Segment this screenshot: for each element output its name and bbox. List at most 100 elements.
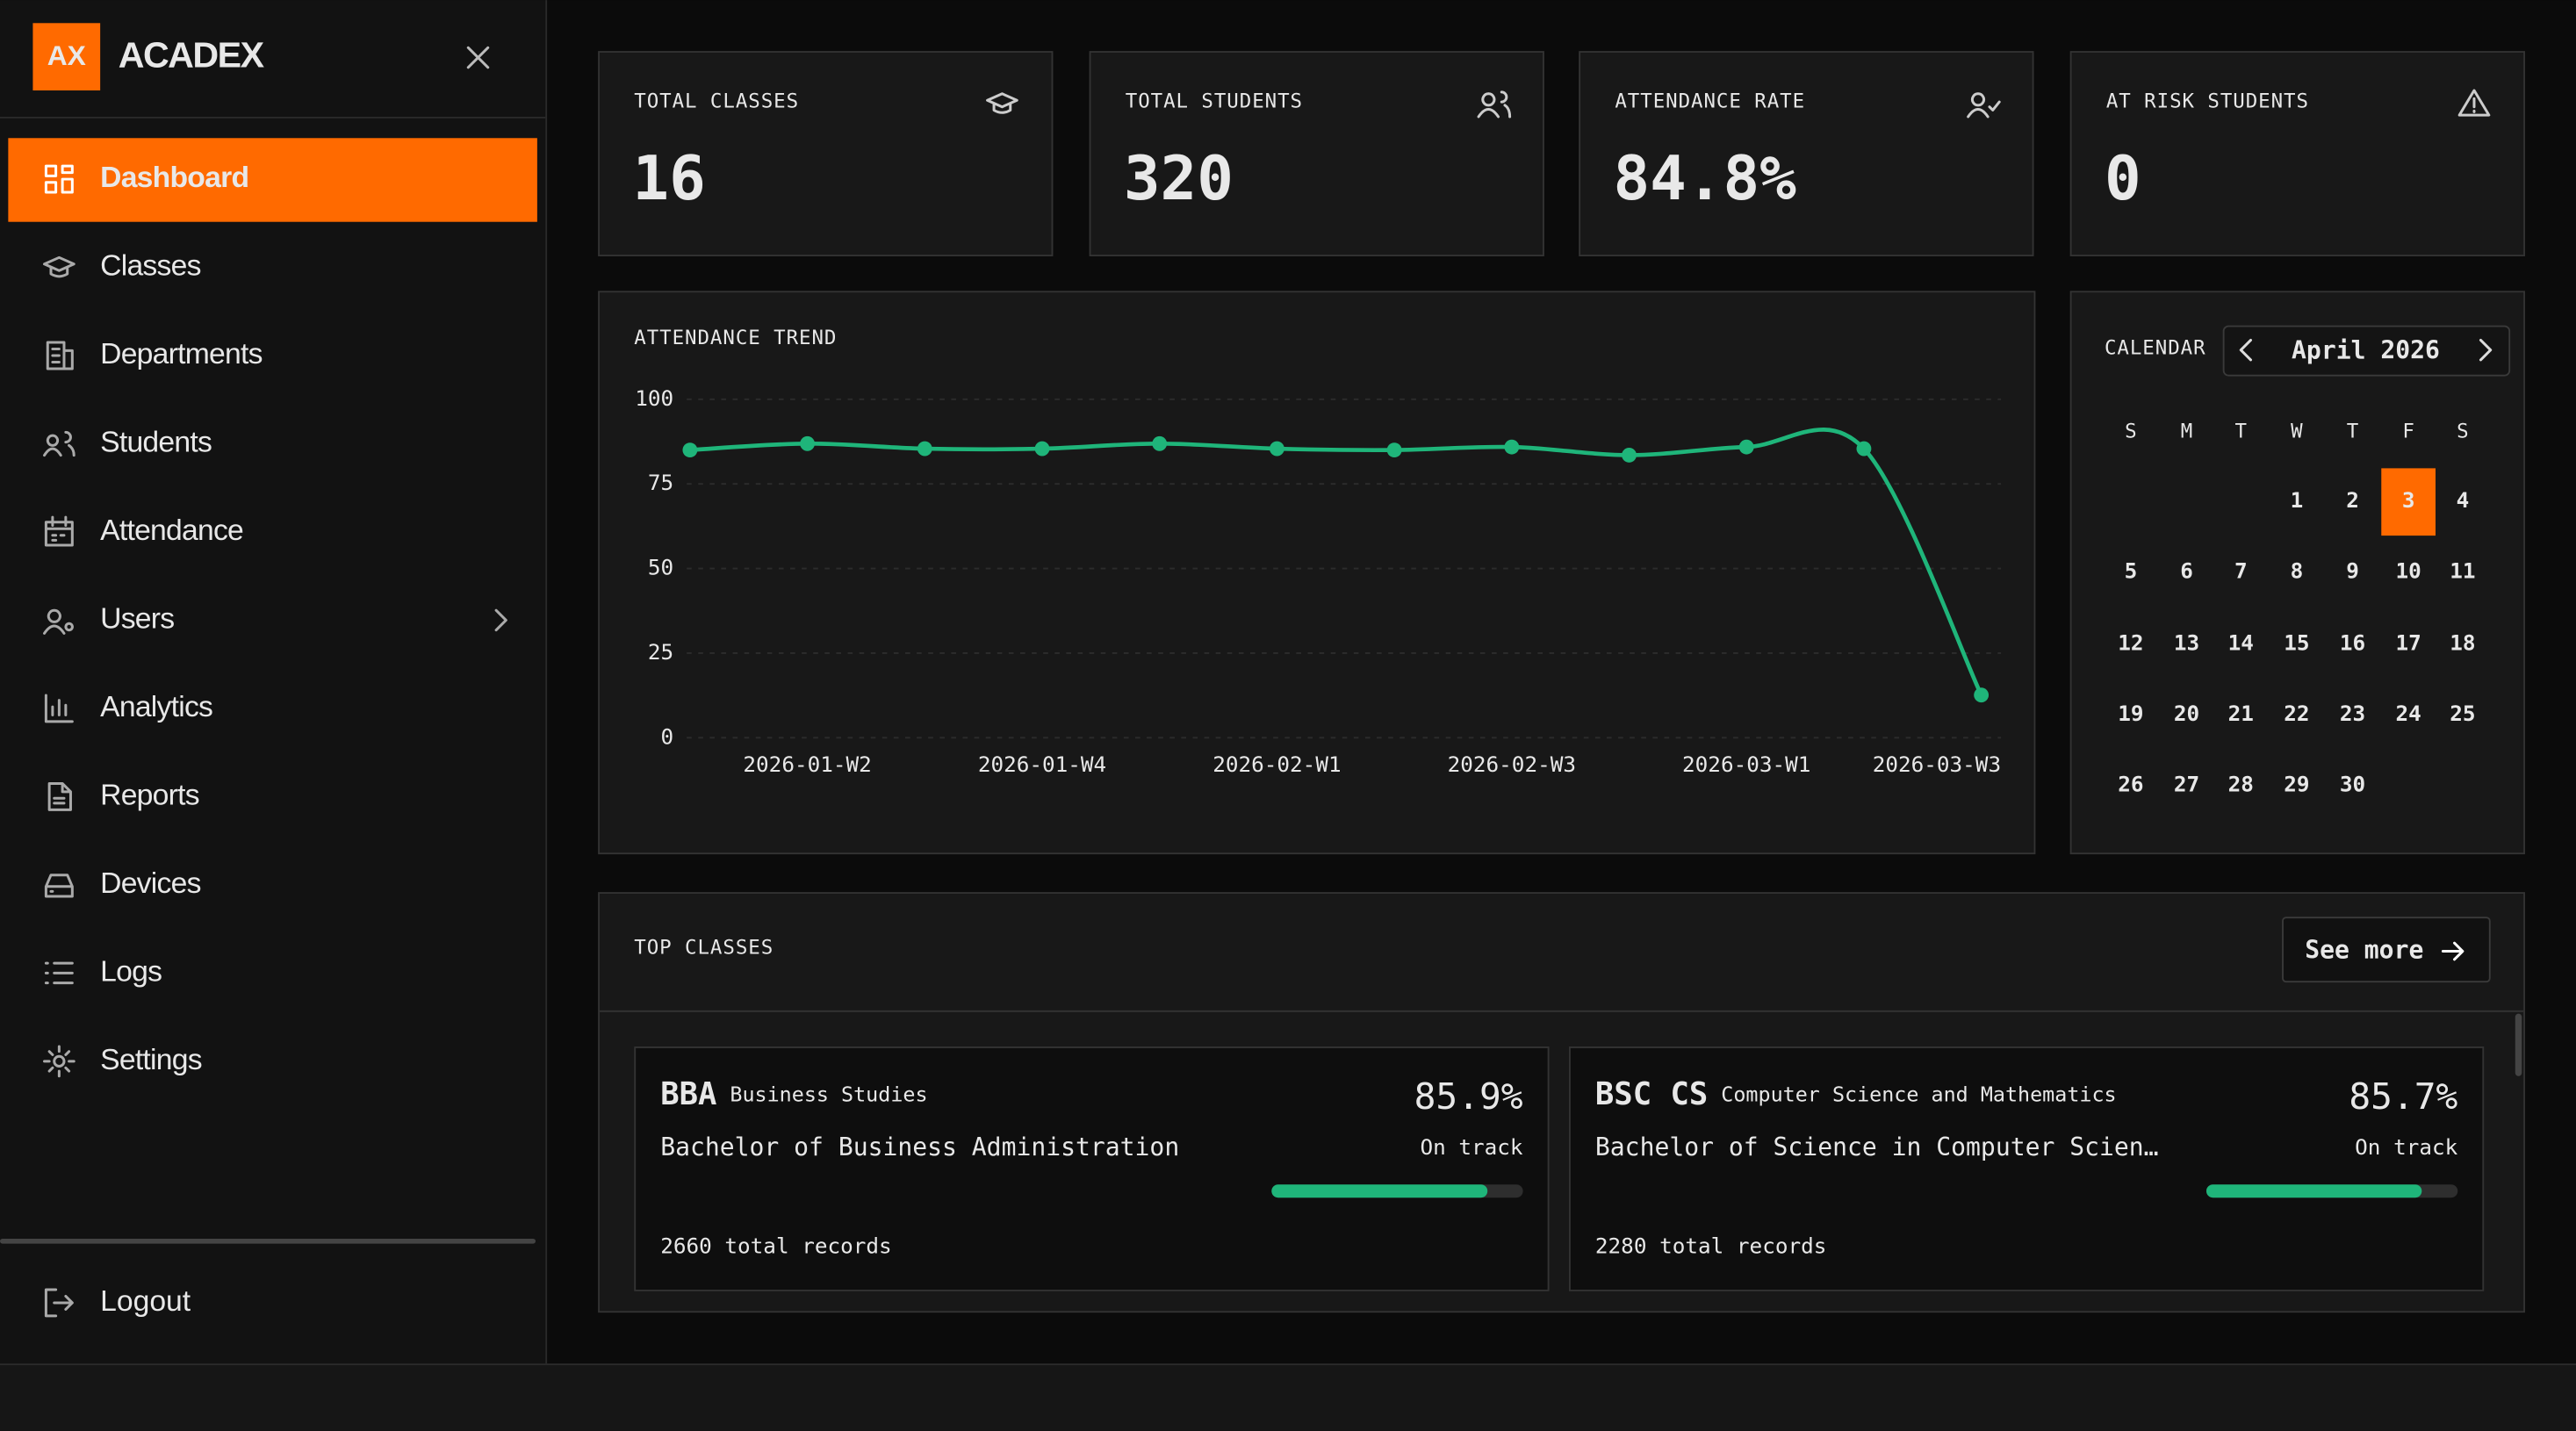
calendar-day[interactable]: 6 <box>2180 557 2193 583</box>
trend-point <box>1386 442 1402 458</box>
logo-box <box>32 23 101 91</box>
calendar-day[interactable]: 14 <box>2228 630 2254 656</box>
nav-label[interactable]: Users <box>100 602 175 635</box>
calendar-day[interactable]: 15 <box>2284 630 2309 656</box>
weekday: S <box>2457 421 2469 443</box>
trend-point <box>1152 435 1168 451</box>
nav-label[interactable]: Devices <box>100 867 201 900</box>
calendar-day[interactable]: 22 <box>2284 701 2309 726</box>
prev-month[interactable] <box>2239 338 2253 362</box>
nav-item[interactable] <box>8 756 537 839</box>
nav-label[interactable]: Reports <box>100 779 199 811</box>
weekday: F <box>2402 421 2414 443</box>
nav-item[interactable] <box>8 314 537 398</box>
month-label: April 2026 <box>2292 336 2440 365</box>
calendar-day[interactable]: 5 <box>2125 557 2138 583</box>
trend-point <box>1622 447 1637 463</box>
see-more-button[interactable] <box>2282 917 2491 983</box>
progress-fill <box>2205 1184 2422 1198</box>
calendar-day[interactable]: 23 <box>2340 701 2365 726</box>
calendar-day[interactable]: 26 <box>2118 772 2143 797</box>
stat-icon <box>986 92 1018 114</box>
calendar-day[interactable]: 10 <box>2395 557 2421 583</box>
stat-label: TOTAL CLASSES <box>634 90 799 113</box>
next-month[interactable] <box>2479 338 2493 362</box>
class-code: BSC CS <box>1595 1076 1708 1112</box>
nav-label[interactable]: Dashboard <box>100 162 249 194</box>
nav-icon <box>43 255 76 278</box>
class-records: 2280 total records <box>1595 1233 1826 1258</box>
nav-icon <box>44 164 74 194</box>
nav-item[interactable] <box>8 667 537 751</box>
nav-item[interactable] <box>8 579 537 663</box>
nav-icon <box>43 608 74 635</box>
calendar-day[interactable]: 11 <box>2450 557 2475 583</box>
x-tick-label: 2026-01-W2 <box>743 751 871 777</box>
card <box>1568 1046 2485 1291</box>
nav-item[interactable] <box>8 1020 537 1104</box>
y-tick-label: 75 <box>648 470 673 495</box>
nav-item[interactable] <box>8 138 537 221</box>
nav-item[interactable] <box>8 227 537 310</box>
calendar-day[interactable]: 17 <box>2395 630 2421 656</box>
card <box>598 51 1054 257</box>
class-name: Bachelor of Science in Computer Scien… <box>1595 1133 2159 1161</box>
logout[interactable]: Logout <box>100 1285 191 1318</box>
bottom-strip <box>0 1363 2576 1431</box>
brand: ACADEX <box>119 34 265 75</box>
see-more-label[interactable]: See more <box>2305 936 2423 965</box>
calendar-day[interactable]: 12 <box>2118 630 2143 656</box>
nav-label[interactable]: Departments <box>100 338 263 370</box>
card <box>598 291 2036 855</box>
nav-label[interactable]: Classes <box>100 249 201 282</box>
x-tick-label: 2026-03-W3 <box>1873 751 2001 777</box>
calendar-day[interactable]: 9 <box>2346 557 2359 583</box>
nav-item[interactable] <box>8 491 537 574</box>
calendar-day[interactable]: 28 <box>2228 772 2254 797</box>
trend-point <box>1034 441 1050 457</box>
calendar-day[interactable]: 16 <box>2340 630 2365 656</box>
nav-label[interactable]: Attendance <box>100 514 244 547</box>
x-tick-label: 2026-02-W1 <box>1212 751 1341 777</box>
card <box>2069 291 2525 855</box>
weekday: T <box>2235 421 2248 443</box>
card <box>1579 51 2034 257</box>
calendar-day[interactable]: 3 <box>2402 487 2415 513</box>
calendar-day[interactable]: 30 <box>2340 772 2365 797</box>
nav-label[interactable]: Settings <box>100 1044 202 1076</box>
calendar-day[interactable]: 4 <box>2457 487 2470 513</box>
calendar-day[interactable]: 1 <box>2291 487 2304 513</box>
calendar-day[interactable]: 24 <box>2395 701 2421 726</box>
stat-label: TOTAL STUDENTS <box>1126 90 1303 113</box>
nav-label[interactable]: Logs <box>100 955 162 988</box>
see-more-arrow <box>2441 941 2464 961</box>
weekday: T <box>2347 421 2359 443</box>
calendar-day[interactable]: 25 <box>2450 701 2475 726</box>
calendar-day[interactable]: 27 <box>2174 772 2199 797</box>
calendar-day[interactable]: 2 <box>2346 487 2359 513</box>
close-button[interactable] <box>466 46 490 69</box>
scrollbar-thumb <box>2515 1013 2522 1076</box>
card <box>634 1046 1550 1291</box>
weekday: W <box>2291 421 2303 443</box>
calendar-day[interactable]: 8 <box>2291 557 2304 583</box>
weekday: M <box>2181 421 2193 443</box>
calendar-day[interactable]: 19 <box>2118 701 2143 726</box>
stat-value: 0 <box>2105 144 2141 214</box>
calendar-day[interactable]: 21 <box>2228 701 2254 726</box>
calendar-day[interactable]: 13 <box>2174 630 2199 656</box>
stat-value: 84.8% <box>1613 144 1796 214</box>
calendar-day[interactable]: 18 <box>2450 630 2475 656</box>
nav-item[interactable] <box>8 844 537 927</box>
calendar-day[interactable]: 7 <box>2234 557 2248 583</box>
nav-label[interactable]: Students <box>100 426 212 458</box>
chart-title: ATTENDANCE TREND <box>634 327 837 349</box>
calendar-day[interactable]: 29 <box>2284 772 2309 797</box>
nav-label[interactable]: Analytics <box>100 691 213 723</box>
class-rate: 85.9% <box>1414 1075 1523 1118</box>
calendar-day[interactable]: 20 <box>2174 701 2199 726</box>
nav-item[interactable] <box>8 932 537 1016</box>
nav-item[interactable] <box>8 403 537 486</box>
